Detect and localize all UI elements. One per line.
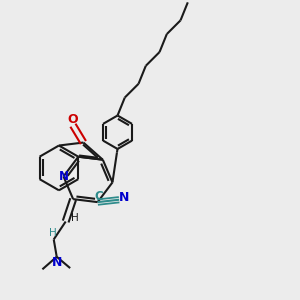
Text: H: H [49,228,57,238]
Text: N: N [52,256,62,269]
Text: N: N [119,191,129,204]
Text: C: C [95,190,103,203]
Text: N: N [58,170,68,183]
Text: O: O [68,113,78,126]
Text: H: H [71,213,79,223]
